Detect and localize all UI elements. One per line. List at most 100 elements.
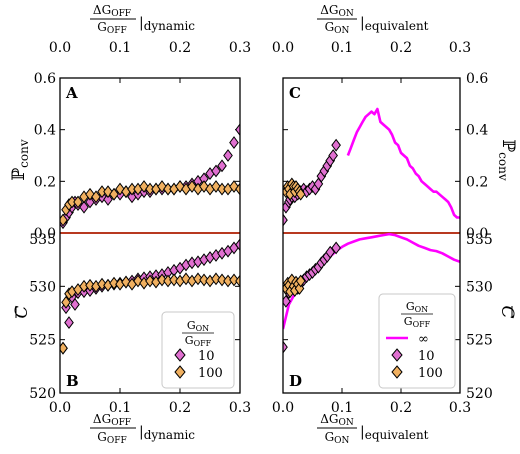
point-d-10-17: [325, 245, 336, 259]
point-a-100-27: [211, 180, 221, 193]
point-a-10-29: [217, 159, 227, 173]
svg-text:GOFF: GOFF: [97, 20, 126, 36]
left-y-tick-top-0: 0.0: [34, 226, 56, 242]
svg-text:C: C: [497, 305, 517, 318]
svg-text:GOFF: GOFF: [404, 315, 431, 329]
left-panel-frame: [59, 77, 241, 394]
top-x-tick-right-2: 0.2: [390, 40, 412, 56]
svg-text:ΔGOFF: ΔGOFF: [93, 412, 131, 428]
point-a-100-18: [157, 180, 167, 193]
point-d-100-10: [295, 274, 306, 288]
top-x-tick-right-0: 0.0: [272, 40, 294, 56]
legend-right-label-100: 100: [418, 366, 443, 381]
point-c-100-10: [295, 187, 306, 201]
svg-text:GON: GON: [187, 319, 209, 333]
top-x-tick-right-3: 0.3: [449, 40, 471, 56]
right-y-tick-bottom-0: 520: [466, 386, 493, 402]
right-y-tick-bottom-1: 525: [466, 333, 493, 349]
point-a-100-31: [235, 182, 240, 196]
right-y-tick-top-1: 0.2: [466, 174, 488, 190]
panel-letter-a: A: [65, 84, 78, 102]
right-y-tick-top-2: 0.4: [466, 123, 488, 139]
svg-text:ΔGOFF: ΔGOFF: [93, 3, 131, 19]
bottom-xlabel-left: ΔGOFF GOFF |dynamic: [90, 412, 195, 446]
point-b-100-30: [229, 273, 239, 287]
series-line-c-inf: [346, 107, 460, 219]
right-y-tick-labels: 0.0 0.2 0.4 0.6 520 525 530 535: [466, 71, 493, 402]
legend-left-marker-10: [174, 348, 186, 362]
point-a-10-6: [79, 200, 89, 214]
point-a-100-25: [199, 180, 209, 193]
svg-text:ℙconv: ℙconv: [9, 139, 31, 180]
point-c-10-20: [328, 149, 338, 162]
bottom-x-tick-right-2: 0.2: [390, 400, 412, 416]
top-x-tick-left-0: 0.0: [49, 40, 71, 56]
bottom-x-tick-right-0: 0.0: [272, 400, 294, 416]
point-b-100-28: [217, 273, 227, 287]
bottom-x-tick-labels: 0.0 0.1 0.2 0.3 0.0 0.1 0.2 0.3: [49, 400, 471, 416]
point-d-10-0: [283, 340, 288, 354]
point-c-10-21: [331, 138, 341, 152]
bottom-x-tick-left-2: 0.2: [169, 400, 191, 416]
svg-text:GON: GON: [325, 20, 350, 36]
point-b-100-1: [61, 295, 71, 309]
point-b-10-32: [235, 238, 240, 252]
point-b-100-12: [121, 275, 131, 289]
point-a-100-15: [139, 180, 149, 193]
right-panel-frame: [282, 77, 461, 394]
legend-left-label-100: 100: [198, 366, 223, 381]
left-y-tick-bottom-1: 525: [29, 333, 56, 349]
bottom-x-tick-left-1: 0.1: [109, 400, 131, 416]
left-y-tick-top-3: 0.6: [34, 71, 56, 87]
panel-letter-d: D: [289, 372, 302, 390]
point-a-100-30: [229, 180, 239, 193]
legend-left-marker-100: [174, 365, 186, 379]
left-y-tick-bottom-3: 535: [29, 232, 56, 248]
top-x-tick-left-1: 0.1: [109, 40, 131, 56]
right-y-tick-top-3: 0.6: [466, 71, 488, 87]
svg-text:|dynamic: |dynamic: [139, 15, 195, 33]
right-y-tick-bottom-2: 530: [466, 279, 493, 295]
ylabel-bottom-left: C: [12, 305, 32, 318]
point-a-10-28: [211, 164, 221, 178]
point-b-100-22: [181, 272, 191, 286]
left-y-tick-top-1: 0.2: [34, 174, 56, 190]
point-b-100-24: [193, 272, 203, 286]
ylabel-top-right: ℙconv: [496, 139, 518, 180]
left-y-tick-bottom-0: 520: [29, 386, 56, 402]
point-a-100-9: [103, 185, 113, 199]
point-b-100-25: [199, 273, 209, 287]
point-a-100-23: [187, 180, 197, 193]
svg-text:ΔGON: ΔGON: [320, 3, 354, 19]
point-a-100-10: [109, 187, 119, 201]
left-y-tick-labels: 0.0 0.2 0.4 0.6 520 525 530 535: [29, 71, 56, 402]
point-b-100-20: [169, 273, 179, 287]
point-a-10-30: [223, 149, 233, 162]
legend-right-label-inf: ∞: [418, 332, 429, 347]
svg-text:|equivalent: |equivalent: [360, 15, 429, 33]
right-y-tick-bottom-3: 535: [466, 232, 493, 248]
point-b-100-31: [235, 274, 240, 288]
top-xlabel-left: ΔGOFF GOFF |dynamic: [90, 3, 195, 36]
point-a-100-7: [91, 190, 101, 204]
bottom-x-tick-left-0: 0.0: [49, 400, 71, 416]
point-b-100-27: [211, 272, 221, 286]
left-plot-area: [60, 123, 240, 355]
panel-letter-b: B: [66, 372, 79, 390]
point-a-10-10: [103, 192, 113, 206]
point-a-10-32: [235, 123, 240, 137]
point-a-10-31: [229, 136, 239, 150]
svg-text:GON: GON: [325, 430, 350, 446]
legend-right-label-10: 10: [418, 349, 435, 364]
svg-text:GOFF: GOFF: [97, 430, 126, 446]
legend-left: GON GOFF 10 100: [161, 311, 235, 389]
right-y-tick-top-0: 0.0: [466, 226, 488, 242]
svg-text:GOFF: GOFF: [185, 334, 212, 348]
legend-right-marker-10: [391, 348, 403, 362]
top-x-tick-left-3: 0.3: [229, 40, 251, 56]
left-y-tick-bottom-2: 530: [29, 279, 56, 295]
point-b-100-8: [97, 277, 107, 291]
top-x-tick-left-2: 0.2: [169, 40, 191, 56]
point-b-100-16: [145, 274, 155, 288]
